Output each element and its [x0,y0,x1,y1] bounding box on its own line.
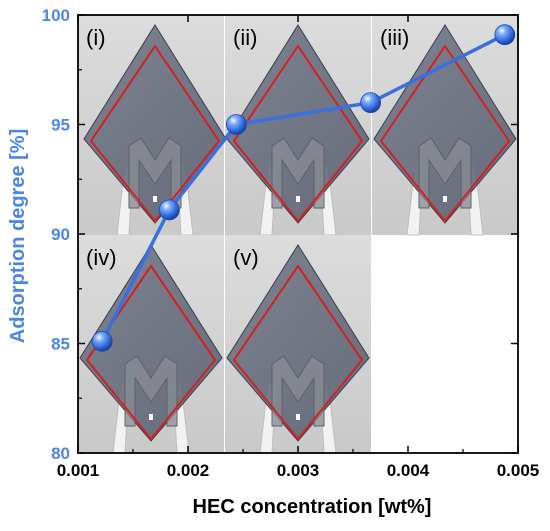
panel-label: (v) [233,245,259,270]
y-tick-label: 80 [51,444,70,463]
film-diamond [79,244,223,442]
film-diamond [226,24,370,224]
x-tick-label: 0.004 [387,461,430,480]
y-tick-label: 90 [51,225,70,244]
holder-highlight [296,196,300,202]
data-point [494,24,516,46]
adsorption-outline [380,45,510,222]
photo-panel: (v) [225,235,371,454]
holder-highlight [149,414,153,420]
y-tick-label: 85 [51,335,70,354]
x-axis-label: HEC concentration [wt%] [193,496,432,518]
holder-highlight [153,196,157,202]
data-point [91,330,113,352]
x-tick-label: 0.001 [57,461,100,480]
y-tick-label: 95 [51,116,70,135]
holder-clip [271,355,325,427]
holder-highlight [296,414,300,420]
x-tick-label: 0.003 [277,461,320,480]
y-tick-label: 100 [42,6,70,25]
adsorption-outline [233,45,363,222]
holder-clip [124,355,178,427]
data-point [360,92,382,113]
holder-clip [418,137,472,209]
holder-clip [271,137,325,209]
holder-highlight [443,196,447,202]
x-tick-label: 0.002 [167,461,210,480]
data-series [91,24,516,352]
data-point [225,114,247,135]
adsorption-outline [90,45,220,222]
panel-label: (ii) [233,25,257,50]
panel-label: (iv) [86,245,117,270]
holder-clip [128,137,182,209]
photo-panel: (iii) [372,15,518,236]
panel-label: (i) [86,25,106,50]
y-axis-label: Adsorption degree [%] [7,129,29,343]
x-tick-label: 0.005 [497,461,540,480]
axes: 0.001 0.002 0.003 0.004 0.005 80 85 90 95 100 [42,6,540,480]
film-diamond [226,244,370,442]
photo-panel: (ii) [225,15,371,236]
adsorption-outline [233,265,363,440]
film-diamond [373,24,517,224]
film-diamond [83,24,227,224]
photo-panel: (i) [78,15,227,236]
data-point [158,199,180,221]
photo-panels: (i) (ii) (iii) (iv) (v) [78,15,518,454]
photo-panel: (iv) [78,235,224,454]
panel-label: (iii) [380,25,409,50]
